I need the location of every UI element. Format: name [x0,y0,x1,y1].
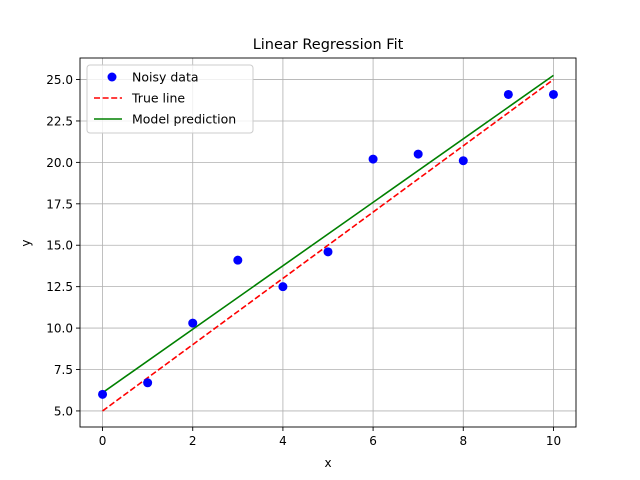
data-point [503,89,513,99]
legend-label: Noisy data [132,70,199,85]
y-tick-label: 7.5 [54,363,73,377]
legend-box [86,64,254,134]
axes-frame [79,57,577,428]
data-point [233,255,243,265]
y-tick-label: 10.0 [46,322,73,336]
legend-label: Model prediction [132,112,236,127]
y-tick-label: 17.5 [46,197,73,211]
x-tick-label: 4 [279,434,287,448]
series-line-1 [102,74,554,394]
data-point [143,378,153,388]
y-tick-label: 22.5 [46,114,73,128]
plot-area: 0 2 4 6 8 10 5.0 7.5 10.0 12.5 15.0 17.5 20.0 22.5 25.… [46,57,577,448]
y-tick-label: 20.0 [46,156,73,170]
data-point [188,318,198,328]
x-tick-label: 0 [99,434,107,448]
x-tick-label: 10 [546,434,561,448]
y-tick-label: 25.0 [46,73,73,87]
data-point [368,154,378,164]
legend-marker [107,72,117,82]
y-tick-label: 5.0 [54,404,73,418]
x-tick-label: 8 [459,434,467,448]
y-tick-label: 12.5 [46,280,73,294]
legend-label: True line [131,91,185,106]
y-tick-label: 15.0 [46,239,73,253]
x-axis-label: x [324,456,331,470]
data-point [98,389,108,399]
data-point [278,282,288,292]
data-point [548,89,558,99]
series-line-0 [102,78,554,412]
x-tick-label: 2 [189,434,197,448]
data-point [413,149,423,159]
chart-title: Linear Regression Fit [253,37,404,53]
y-axis-label: y [19,239,33,246]
data-point [323,247,333,257]
x-tick-label: 6 [369,434,377,448]
data-point [458,156,468,166]
legend: Noisy data True line Model prediction [86,64,254,134]
